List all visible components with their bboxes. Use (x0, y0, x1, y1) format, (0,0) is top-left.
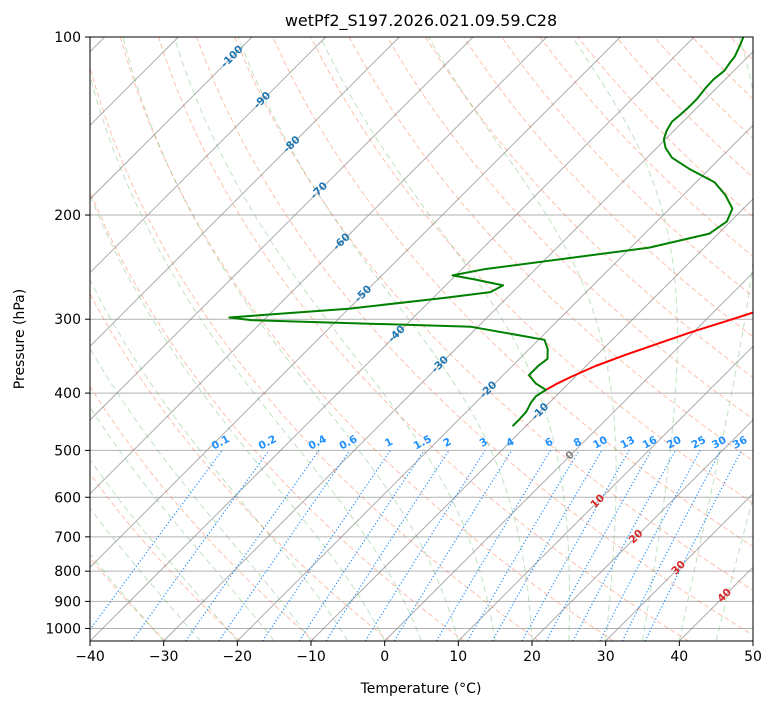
dry-adiabat-line (119, 37, 614, 641)
mixing-ratio-line (364, 450, 486, 641)
y-axis-label: Pressure (hPa) (12, 289, 28, 389)
y-tick-label: 700 (54, 530, 81, 546)
dry-adiabat-line (463, 37, 753, 338)
dry-adiabat-line (90, 190, 465, 641)
x-tick-label: −20 (223, 649, 253, 665)
moist-adiabat-line (427, 37, 617, 641)
mixing-ratio-line (218, 450, 351, 641)
x-tick-label: 0 (380, 649, 389, 665)
x-tick-label: 30 (597, 649, 615, 665)
mixing-ratio-line (466, 450, 580, 641)
dry-adiabat-line (234, 37, 753, 591)
background-lines (90, 37, 753, 641)
isotherm-line (90, 37, 621, 569)
moist-adiabat-line (90, 458, 238, 641)
axes: −40 −30 −20 −10 0 10 20 30 40 50 100 200 300 400 500 60… (45, 30, 762, 665)
isotherm-line (90, 37, 327, 274)
x-tick-label: 40 (670, 649, 688, 665)
moist-adiabat-line (319, 37, 570, 641)
moist-adiabat-line (90, 73, 422, 641)
y-tick-label: 500 (54, 443, 81, 459)
dry-adiabat-line (90, 557, 166, 641)
y-tick-label: 1000 (45, 622, 81, 638)
y-tick-label: 200 (54, 208, 81, 224)
mixing-ratio-line (131, 450, 270, 641)
profile-lines (228, 37, 753, 427)
x-tick-label: 10 (449, 649, 467, 665)
isotherm-line (90, 37, 253, 200)
x-tick-label: 20 (523, 649, 541, 665)
y-tick-label: 300 (54, 312, 81, 328)
plot-frame (89, 36, 754, 642)
isotherm-line (90, 37, 695, 641)
isotherm-line (163, 50, 753, 641)
chart-title: wetPf2_S197.2026.021.09.59.C28 (285, 11, 557, 31)
isotherm-line (90, 37, 548, 495)
mixing-ratio-line (298, 450, 425, 641)
moist-adiabat-line (237, 37, 533, 641)
dry-adiabat-line (424, 37, 753, 379)
dewpoint-profile-line (228, 37, 745, 427)
dry-adiabat-line (348, 37, 753, 462)
dry-adiabat-line (90, 385, 316, 641)
mixing-ratio-line (393, 450, 513, 641)
x-tick-label: −30 (149, 649, 179, 665)
mixing-ratio-line (545, 450, 652, 641)
temperature-profile-line (545, 311, 753, 391)
dry-adiabat-line (272, 37, 753, 547)
mixing-ratio-line (572, 450, 677, 641)
isotherm-line (90, 37, 400, 348)
moist-adiabat-line (122, 37, 459, 641)
dry-adiabat-line (90, 472, 241, 641)
moist-adiabat-line (678, 37, 753, 641)
isotherm-line (90, 37, 474, 421)
isotherm-line (531, 419, 753, 641)
mixing-ratio-line (521, 450, 630, 641)
y-tick-label: 800 (54, 564, 81, 580)
x-tick-label: 50 (744, 649, 762, 665)
dry-adiabat-line (90, 65, 540, 641)
y-tick-label: 100 (54, 30, 81, 46)
moist-adiabat-line (715, 496, 753, 641)
isotherm-line (310, 198, 753, 641)
mixing-ratio-line (491, 450, 603, 641)
moist-adiabat-line (90, 507, 201, 641)
y-tick-label: 600 (54, 490, 81, 506)
y-tick-label: 400 (54, 386, 81, 402)
x-tick-label: −40 (75, 649, 105, 665)
x-axis-label: Temperature (°C) (360, 681, 482, 697)
isotherm-line (384, 271, 753, 641)
moist-adiabat-line (90, 553, 165, 641)
dry-adiabat-line (90, 292, 390, 641)
y-tick-label: 900 (54, 594, 81, 610)
mixing-ratio-line (262, 450, 391, 641)
mixing-ratio-line (325, 450, 450, 641)
x-tick-label: −10 (296, 649, 326, 665)
isotherm-line (605, 492, 753, 641)
moist-adiabat-line (173, 37, 496, 641)
isotherm-line (457, 345, 753, 641)
moist-adiabat-line (571, 37, 678, 641)
moist-adiabat-line (90, 406, 275, 641)
dry-adiabat-line (158, 37, 689, 641)
moist-adiabat-line (90, 193, 386, 641)
